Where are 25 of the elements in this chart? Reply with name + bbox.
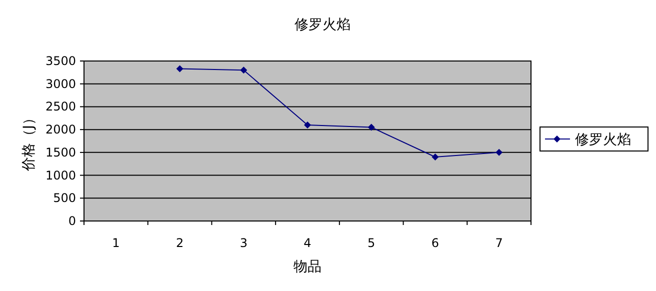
x-tick-label: 3	[240, 236, 248, 250]
point	[496, 148, 503, 156]
x-tick-label: 4	[304, 236, 312, 250]
y-tick-label: 1500	[45, 145, 76, 160]
x-tick-label: 6	[431, 236, 440, 250]
y-tick-label: 3000	[45, 76, 76, 91]
point	[432, 154, 439, 160]
point	[176, 65, 184, 72]
y-tick-label: 3500	[45, 54, 76, 68]
point	[304, 122, 311, 128]
legend-label: 修罗火焰	[575, 132, 631, 148]
y-tick-label: 2000	[45, 122, 76, 137]
point	[368, 124, 375, 131]
point	[240, 66, 248, 74]
x-tick-label: 7	[495, 236, 503, 250]
y-tick-label: 0	[68, 214, 76, 228]
y-axis-title: 价格（J）	[21, 110, 37, 172]
x-tick-label: 2	[176, 236, 184, 250]
chart-title: 修罗火焰	[294, 17, 350, 33]
y-tick-label: 500	[53, 191, 76, 206]
x-tick-label: 1	[112, 236, 120, 250]
y-tick-label: 1000	[45, 168, 76, 182]
y-tick-label: 2500	[45, 100, 76, 114]
x-tick-label: 5	[368, 236, 376, 250]
x-axis-title: 物品	[294, 259, 322, 275]
